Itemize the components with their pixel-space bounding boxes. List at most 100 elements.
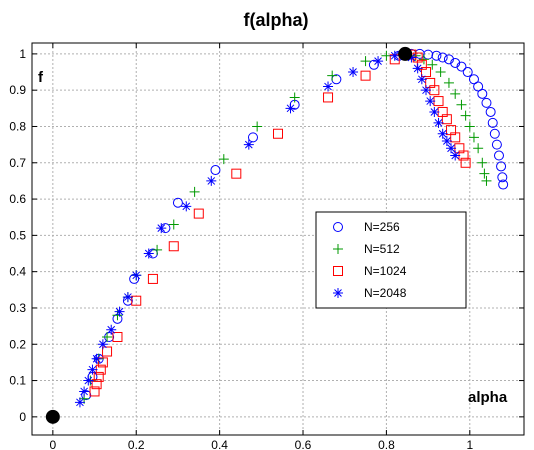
point-n-1024 <box>102 346 113 357</box>
point-n-2048 <box>433 117 444 128</box>
point-n-1024 <box>193 208 204 219</box>
point-n-256 <box>456 61 467 72</box>
point-n-2048 <box>156 223 167 234</box>
point-n-1024 <box>112 332 123 342</box>
point-n-256 <box>247 132 258 143</box>
y-tick-label: 0.1 <box>9 374 26 388</box>
point-n-2048 <box>437 128 448 139</box>
point-n-256 <box>496 161 507 172</box>
legend-marker <box>333 244 343 254</box>
point-n-2048 <box>323 81 334 92</box>
point-n-512 <box>477 157 488 168</box>
y-tick-label: 0.3 <box>9 301 26 315</box>
x-axis-label: alpha <box>468 389 508 406</box>
point-highlight <box>398 46 413 61</box>
legend-label: N=2048 <box>364 286 407 300</box>
y-tick-label: 0 <box>19 410 26 424</box>
y-tick-label: 0.9 <box>9 83 26 97</box>
point-n-512 <box>443 77 454 88</box>
point-n-2048 <box>446 143 457 154</box>
point-n-2048 <box>87 364 98 375</box>
point-n-512 <box>381 50 392 61</box>
point-n-2048 <box>143 248 154 259</box>
point-highlight <box>45 409 60 424</box>
point-n-256 <box>210 165 221 176</box>
legend-label: N=512 <box>364 242 400 256</box>
x-tick-label: 1 <box>466 438 473 450</box>
x-tick-label: 0.8 <box>378 438 395 450</box>
point-n-2048 <box>106 324 117 335</box>
point-n-2048 <box>243 139 254 150</box>
point-n-256 <box>487 117 498 128</box>
data-marks <box>45 46 509 424</box>
point-n-1024 <box>231 168 242 179</box>
point-n-256 <box>437 52 448 63</box>
point-n-1024 <box>360 70 371 81</box>
point-n-1024 <box>433 96 444 107</box>
point-n-2048 <box>181 201 192 212</box>
legend-label: N=1024 <box>364 264 407 278</box>
point-n-512 <box>102 332 113 342</box>
point-n-512 <box>418 54 429 65</box>
point-n-512 <box>168 219 179 230</box>
point-n-2048 <box>83 375 94 386</box>
point-n-2048 <box>389 50 400 61</box>
point-n-256 <box>423 49 434 60</box>
legend-marker <box>333 222 343 232</box>
x-tick-label: 0.4 <box>211 438 228 450</box>
legend-marker <box>333 288 343 298</box>
point-n-1024 <box>273 128 283 139</box>
point-n-1024 <box>421 67 432 78</box>
point-n-1024 <box>89 386 100 397</box>
point-n-512 <box>464 121 475 132</box>
point-n-2048 <box>406 52 417 63</box>
point-n-512 <box>468 132 479 143</box>
point-n-256 <box>489 128 500 139</box>
point-n-2048 <box>206 175 217 186</box>
y-tick-label: 0.2 <box>9 337 26 351</box>
point-n-2048 <box>91 353 102 364</box>
y-axis-label: f <box>38 69 44 86</box>
point-n-1024 <box>323 92 334 103</box>
point-n-2048 <box>412 63 423 74</box>
point-n-2048 <box>285 103 296 114</box>
point-n-2048 <box>122 292 133 303</box>
point-n-2048 <box>429 106 440 117</box>
point-n-2048 <box>450 150 461 161</box>
point-n-1024 <box>93 371 104 382</box>
point-n-512 <box>435 67 446 78</box>
y-tick-label: 0.7 <box>9 156 26 170</box>
point-n-1024 <box>97 357 108 368</box>
point-n-256 <box>481 97 492 108</box>
point-n-1024 <box>460 157 471 168</box>
point-n-2048 <box>348 67 359 78</box>
point-n-256 <box>462 67 473 78</box>
point-n-512 <box>473 143 484 154</box>
point-n-256 <box>129 273 140 284</box>
point-n-256 <box>493 150 504 161</box>
point-n-512 <box>152 244 163 255</box>
point-n-1024 <box>147 273 158 284</box>
point-n-512 <box>481 175 492 186</box>
point-n-256 <box>450 57 461 68</box>
y-tick-label: 0.4 <box>9 265 26 279</box>
legend: N=256 N=512 N=1024 N=2048 <box>315 211 467 309</box>
point-n-512 <box>189 186 200 197</box>
point-n-512 <box>456 99 467 110</box>
x-tick-label: 0 <box>50 438 57 450</box>
point-n-256 <box>81 390 92 401</box>
y-tick-label: 0.6 <box>9 192 26 206</box>
point-n-512 <box>460 110 471 121</box>
legend-box <box>315 211 467 309</box>
y-tick-label: 1 <box>19 47 26 61</box>
point-n-1024 <box>131 295 142 306</box>
point-n-256 <box>443 54 454 65</box>
point-n-256 <box>431 50 442 61</box>
point-n-2048 <box>373 56 384 67</box>
point-n-256 <box>497 172 508 183</box>
point-n-2048 <box>114 306 125 317</box>
point-n-512 <box>252 121 263 132</box>
point-n-256 <box>485 106 496 117</box>
point-n-512 <box>289 92 300 103</box>
